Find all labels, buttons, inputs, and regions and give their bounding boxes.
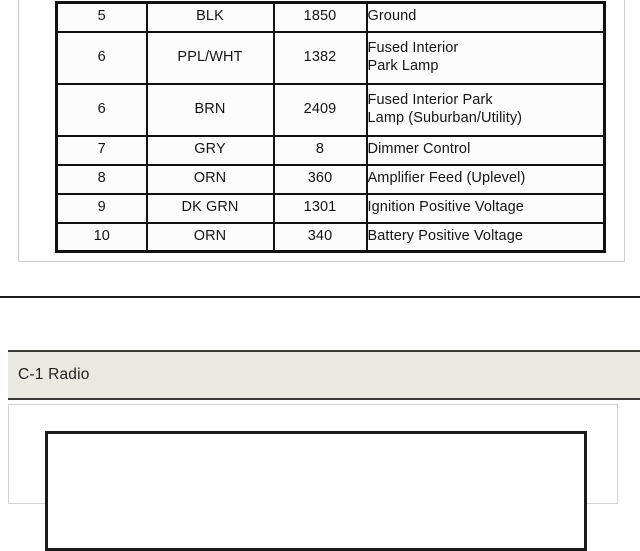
cell-circuit-number: 8: [272, 134, 368, 166]
radio-section-title: C-1 Radio: [18, 366, 90, 383]
radio-connector-panel: [8, 404, 618, 551]
connector-body-outline: [45, 431, 587, 551]
cell-circuit-number: 340: [272, 221, 368, 253]
table-row: 6 PPL/WHT 1382 Fused Interior Park Lamp: [55, 30, 606, 85]
cell-pin-number: 5: [55, 2, 148, 33]
cell-circuit-number: 1301: [272, 192, 368, 224]
cell-function: Battery Positive Voltage: [365, 221, 606, 253]
cell-function: Fused Interior Park Lamp: [365, 30, 606, 85]
connector-pinout-panel: 5 BLK 1850 Ground 6 PPL/WHT 1382 Fused Interior…: [18, 0, 625, 262]
cell-wire-color: BLK: [145, 2, 275, 33]
cell-pin-number: 9: [55, 192, 148, 224]
cell-circuit-number: 1850: [272, 2, 368, 33]
cell-circuit-number: 360: [272, 163, 368, 195]
cell-wire-color: ORN: [145, 221, 275, 253]
cell-pin-number: 6: [55, 30, 148, 85]
cell-wire-color: BRN: [145, 82, 275, 137]
cell-function: Fused Interior Park Lamp (Suburban/Utilit…: [365, 82, 606, 137]
cell-wire-color: PPL/WHT: [145, 30, 275, 85]
cell-circuit-number: 2409: [272, 82, 368, 137]
connector-pinout-table: 5 BLK 1850 Ground 6 PPL/WHT 1382 Fused Interior…: [55, 1, 606, 253]
radio-section-header: C-1 Radio: [8, 350, 640, 400]
table-row: 8 ORN 360 Amplifier Feed (Uplevel): [55, 163, 606, 195]
table-row: 9 DK GRN 1301 Ignition Positive Voltage: [55, 192, 606, 224]
section-divider-rule: [0, 296, 640, 298]
cell-function: Ignition Positive Voltage: [365, 192, 606, 224]
table-row: 5 BLK 1850 Ground: [55, 2, 606, 33]
table-row: 7 GRY 8 Dimmer Control: [55, 134, 606, 166]
pinout-table-body: 5 BLK 1850 Ground 6 PPL/WHT 1382 Fused Interior…: [55, 2, 606, 253]
cell-wire-color: GRY: [145, 134, 275, 166]
cell-pin-number: 8: [55, 163, 148, 195]
table-row: 10 ORN 340 Battery Positive Voltage: [55, 221, 606, 253]
cell-function: Amplifier Feed (Uplevel): [365, 163, 606, 195]
cell-pin-number: 6: [55, 82, 148, 137]
cell-pin-number: 10: [55, 221, 148, 253]
cell-wire-color: DK GRN: [145, 192, 275, 224]
cell-function: Ground: [365, 2, 606, 33]
cell-wire-color: ORN: [145, 163, 275, 195]
cell-circuit-number: 1382: [272, 30, 368, 85]
cell-pin-number: 7: [55, 134, 148, 166]
table-row: 6 BRN 2409 Fused Interior Park Lamp (Suburba…: [55, 82, 606, 137]
cell-function: Dimmer Control: [365, 134, 606, 166]
